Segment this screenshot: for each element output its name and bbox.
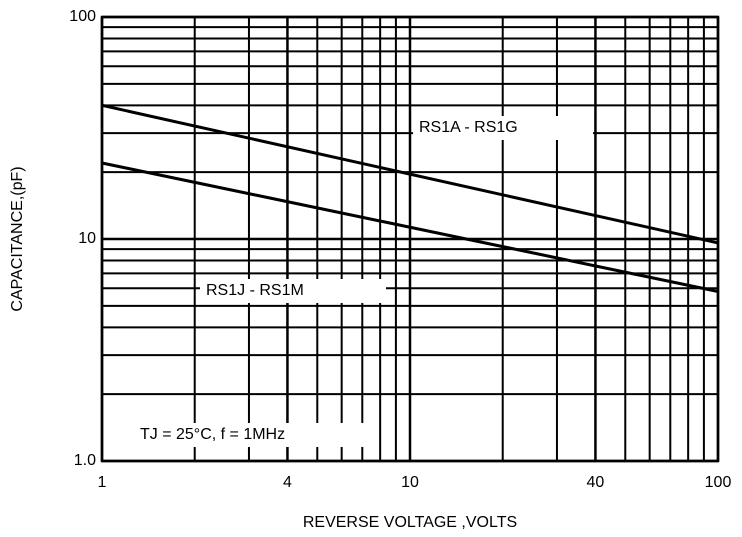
series-label: RS1A - RS1G [419,119,518,136]
annotation-background [128,423,366,447]
x-tick-label: 1 [98,474,107,491]
x-tick-label: 4 [283,474,292,491]
y-tick-label: 1.0 [74,452,96,469]
series-line [101,103,719,245]
annotation: TJ = 25°C, f = 1MHz [140,426,285,443]
x-axis-label: REVERSE VOLTAGE ,VOLTS [303,514,517,531]
label-background [200,279,386,303]
x-tick-label: 10 [401,474,419,491]
y-axis-label: CAPACITANCE,(pF) [9,166,26,311]
label-background [413,116,593,140]
x-tick-label: 100 [705,474,732,491]
series-line [101,161,719,293]
plot-frame [100,15,720,463]
y-tick-label: 10 [78,230,96,247]
series-label: RS1J - RS1M [206,282,304,299]
x-tick-label: 40 [587,474,605,491]
y-tick-label: 100 [69,8,96,25]
